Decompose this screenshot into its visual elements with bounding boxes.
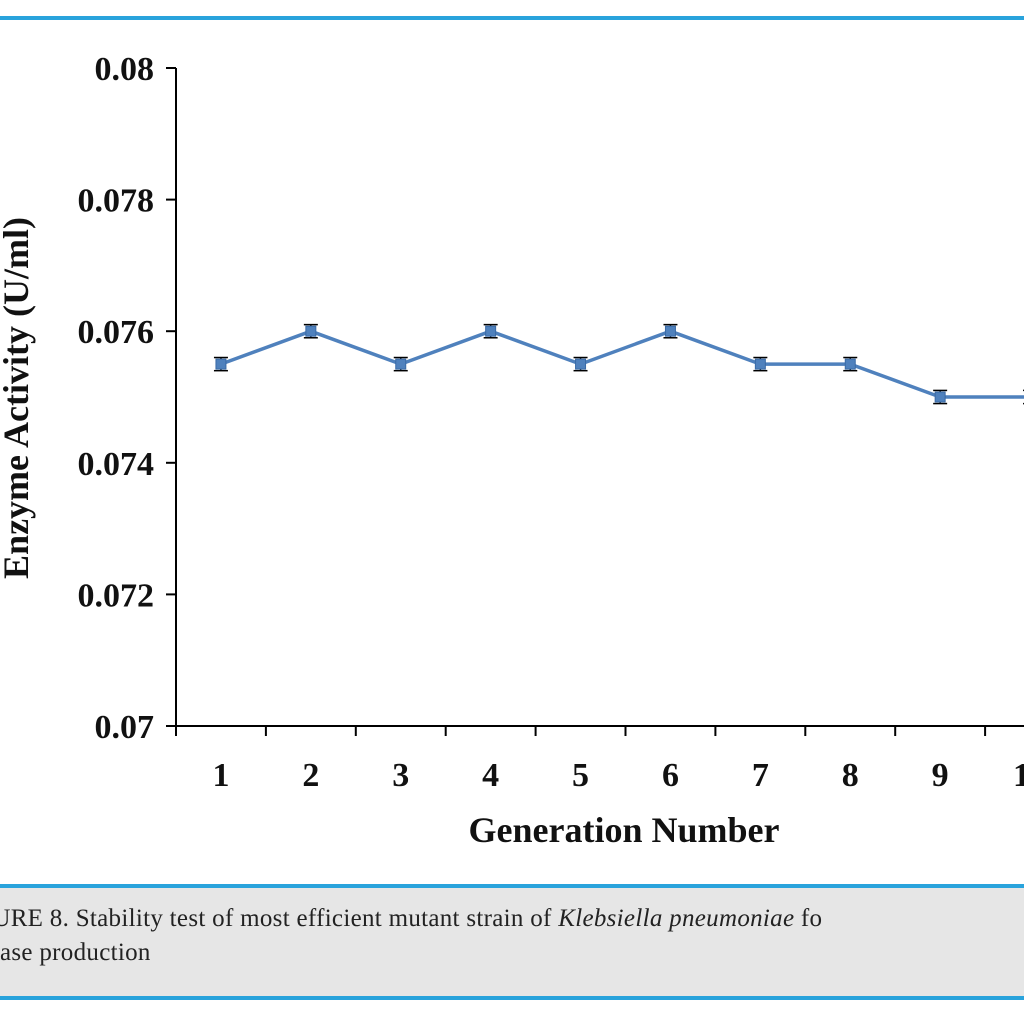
data-marker (395, 358, 407, 370)
data-point (753, 356, 768, 372)
caption-species: Klebsiella pneumoniae (558, 905, 795, 932)
data-marker (664, 325, 676, 337)
series-layer (213, 323, 1024, 405)
x-tick-label: 1 (212, 757, 229, 794)
y-axis-title: Enzyme Activity (U/ml) (0, 217, 36, 579)
data-marker (754, 358, 766, 370)
data-marker (215, 358, 227, 370)
x-tick-label: 6 (662, 757, 679, 794)
x-tick-label: 5 (572, 757, 589, 794)
x-tick-label: 8 (842, 757, 859, 794)
data-point (573, 356, 588, 372)
x-tick-label: 10 (1013, 757, 1024, 794)
data-point (303, 323, 318, 339)
caption-suffix: fo (794, 905, 823, 932)
y-tick-label: 0.078 (78, 183, 155, 220)
caption-bottom-rule (0, 996, 1024, 1000)
data-marker (934, 391, 946, 403)
y-tick-label: 0.072 (78, 577, 155, 614)
x-axis-title: Generation Number (469, 810, 780, 850)
x-tick-label: 3 (392, 757, 409, 794)
data-point (843, 356, 858, 372)
figure-caption: GURE 8. Stability test of most efficient… (0, 888, 1024, 996)
data-marker (844, 358, 856, 370)
caption-line-2: ase production (0, 939, 151, 966)
data-marker (305, 325, 317, 337)
series-line (220, 329, 1024, 399)
caption-line-1: GURE 8. Stability test of most efficient… (0, 902, 1024, 936)
x-tick-label: 7 (752, 757, 769, 794)
x-tick-label: 9 (932, 757, 949, 794)
x-tick-label: 2 (302, 757, 319, 794)
x-tick-label: 4 (482, 757, 499, 794)
data-point (213, 356, 228, 372)
data-marker (485, 325, 497, 337)
data-point (483, 323, 498, 339)
data-point (663, 323, 678, 339)
y-axis: 0.07 0.072 0.074 0.076 0.078 0.08 (78, 51, 177, 746)
caption-prefix: GURE 8. Stability test of most efficient… (0, 905, 559, 932)
y-tick-label: 0.08 (95, 51, 155, 88)
data-point (393, 356, 408, 372)
line-chart: 0.07 0.072 0.074 0.076 0.078 0.08 1 2 3 4 5 6 7 8 9 10… (0, 51, 1024, 850)
y-tick-label: 0.074 (78, 446, 155, 483)
x-axis: 1 2 3 4 5 6 7 8 9 10 (175, 725, 1024, 794)
data-marker (575, 358, 587, 370)
y-tick-label: 0.07 (95, 709, 155, 746)
y-tick-label: 0.076 (78, 314, 155, 351)
top-rule (0, 16, 1024, 20)
caption-top-rule (0, 884, 1024, 888)
data-point (933, 389, 948, 405)
